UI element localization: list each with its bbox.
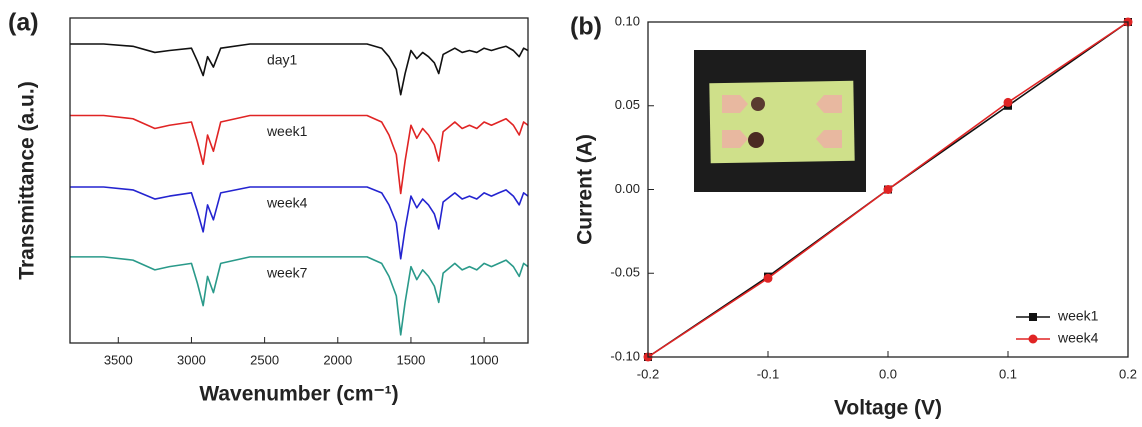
legend-marker [1029,313,1037,321]
x-tick-label: 3500 [104,352,133,367]
series-label: week7 [266,265,308,281]
series-label: week1 [266,123,308,139]
series-label: week4 [266,195,308,211]
series-line [70,114,529,195]
x-axis-label: Wavenumber (cm⁻¹) [199,383,398,406]
plot-frame [69,17,529,344]
x-tick-label: 0.1 [999,366,1017,381]
legend-label: week4 [1057,330,1099,346]
panel-label: (a) [8,9,39,37]
x-tick-label: -0.1 [757,366,779,381]
panel-label: (b) [570,13,602,41]
y-tick-label: -0.10 [610,348,640,363]
y-axis-label: Transmittance (a.u.) [16,81,39,279]
photo-pad [816,95,842,113]
x-tick-label: 3000 [177,352,206,367]
point-marker [883,185,893,194]
x-tick-label: 0.2 [1119,366,1137,381]
series-line [70,43,529,96]
y-tick-label: 0.10 [615,13,640,28]
x-tick-label: 1500 [396,352,425,367]
x-tick-label: 2000 [323,352,352,367]
photo-substrate [709,80,855,164]
y-tick-label: 0.05 [615,97,640,112]
photo-pad [722,130,748,148]
point-marker [763,273,773,283]
legend-marker [1028,334,1038,344]
x-tick-label: -0.2 [637,366,659,381]
y-tick-label: -0.05 [610,265,640,280]
series-label: day1 [267,52,298,68]
series-line [70,256,529,336]
x-tick-label: 1000 [470,352,499,367]
photo-dot [751,97,765,111]
x-axis-label: Voltage (V) [834,397,942,420]
point-marker [1003,97,1013,107]
x-tick-label: 2500 [250,352,279,367]
x-tick-label: 0.0 [879,366,897,381]
series-line [70,186,529,260]
inset-photo [694,50,866,192]
y-axis-label: Current (A) [574,134,597,245]
y-tick-label: 0.00 [615,181,640,196]
legend-label: week1 [1057,308,1099,324]
photo-pad [722,95,748,113]
photo-pad [816,130,842,148]
photo-dot [748,132,764,148]
